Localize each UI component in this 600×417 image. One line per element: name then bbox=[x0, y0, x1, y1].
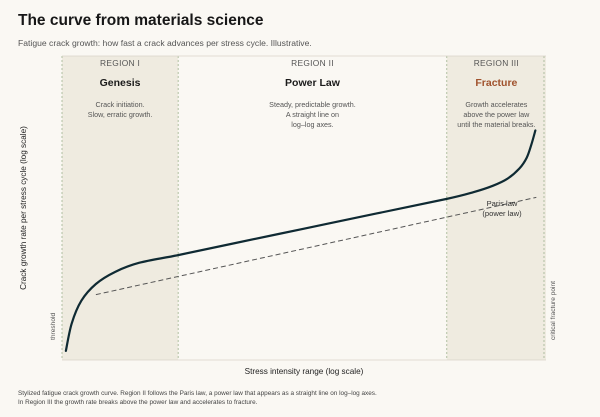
x-axis-label: Stress intensity range (log scale) bbox=[245, 367, 364, 376]
region-shade-genesis bbox=[62, 56, 179, 360]
marker-label-critical-fracture-point: critical fracture point bbox=[550, 281, 557, 340]
region-desc-fracture: until the material breaks. bbox=[457, 120, 535, 129]
paris-law-label: Paris law bbox=[487, 199, 518, 208]
region-tag-power-law: REGION II bbox=[291, 58, 334, 68]
region-desc-genesis: Slow, erratic growth. bbox=[88, 110, 153, 119]
caption-line-2: In Region III the growth rate breaks abo… bbox=[18, 399, 258, 406]
region-desc-fracture: Growth accelerates bbox=[465, 100, 527, 109]
marker-label-threshold: threshold bbox=[50, 313, 57, 340]
chart-subtitle: Fatigue crack growth: how fast a crack a… bbox=[18, 38, 312, 48]
region-tag-fracture: REGION III bbox=[474, 58, 519, 68]
region-name-fracture: Fracture bbox=[475, 77, 517, 89]
region-name-genesis: Genesis bbox=[100, 77, 141, 89]
crack-growth-curve bbox=[64, 129, 537, 352]
chart-caption: Stylized fatigue crack growth curve. Reg… bbox=[18, 389, 578, 407]
region-desc-power-law: Steady, predictable growth. bbox=[269, 100, 356, 109]
paris-law-fit-line bbox=[95, 196, 537, 296]
caption-line-1: Stylized fatigue crack growth curve. Reg… bbox=[18, 390, 377, 397]
region-desc-fracture: above the power law bbox=[463, 110, 530, 119]
region-tag-genesis: REGION I bbox=[100, 58, 140, 68]
region-desc-power-law: log–log axes. bbox=[291, 120, 333, 129]
paris-law-label: (power law) bbox=[482, 209, 522, 218]
y-axis-label: Crack growth rate per stress cycle (log … bbox=[19, 126, 28, 290]
region-desc-power-law: A straight line on bbox=[286, 110, 339, 119]
region-shade-fracture bbox=[446, 56, 546, 360]
chart-title: The curve from materials science bbox=[18, 12, 264, 29]
region-name-power-law: Power Law bbox=[285, 77, 341, 89]
region-desc-genesis: Crack initiation. bbox=[96, 100, 145, 109]
